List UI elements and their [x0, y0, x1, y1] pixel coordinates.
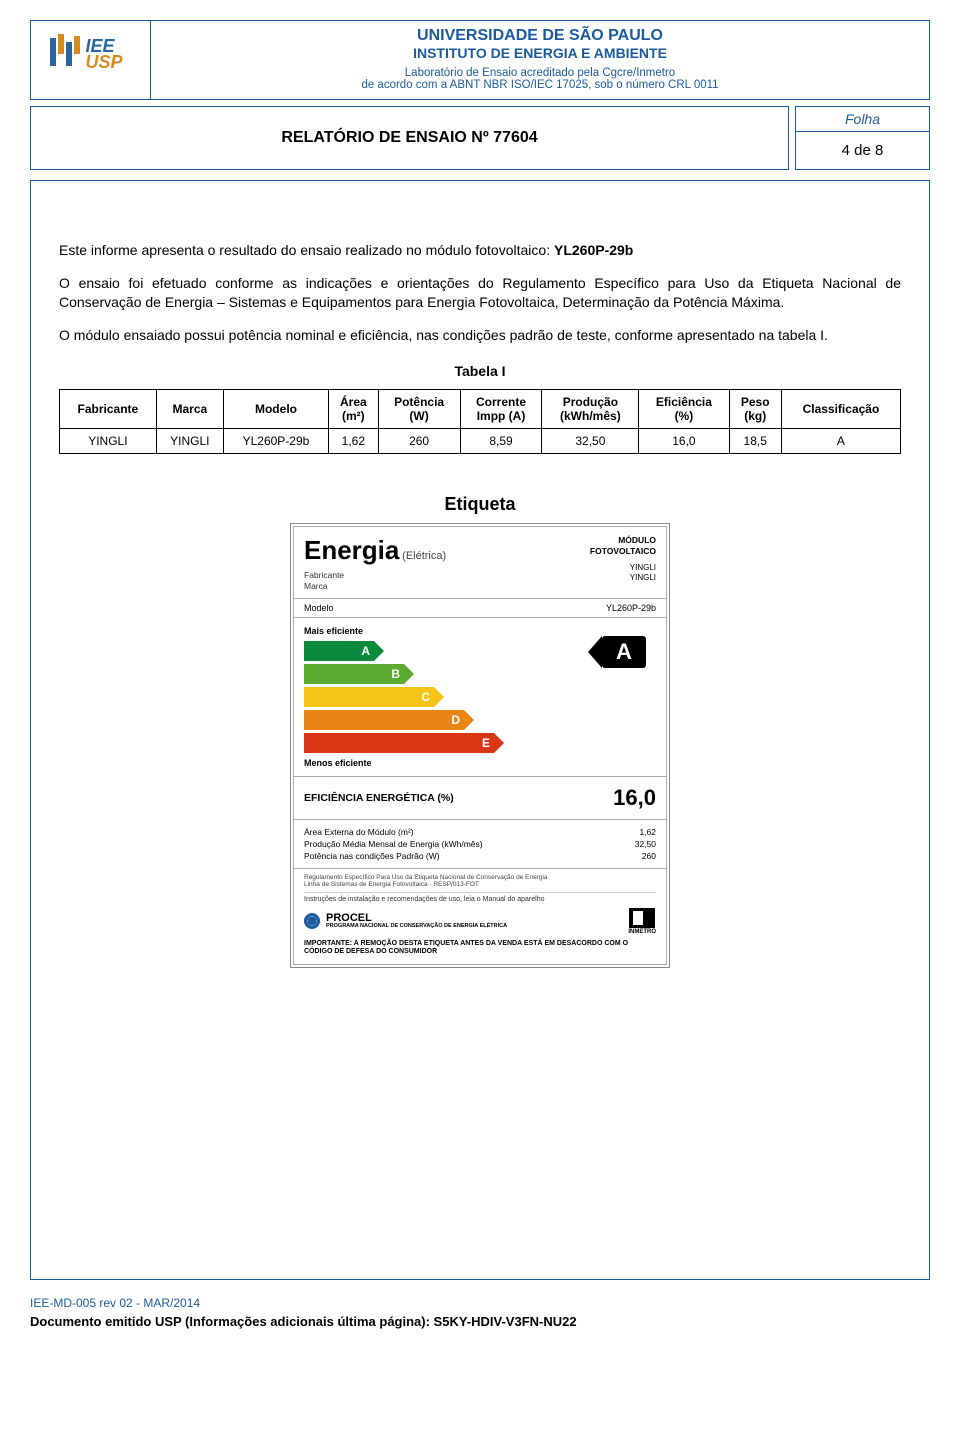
rating-bar-c: C: [304, 687, 434, 707]
etiqueta-heading: Etiqueta: [59, 494, 901, 515]
energy-label: Energia (Elétrica) Fabricante Marca MÓDU…: [290, 523, 670, 968]
cell-marca: YINGLI: [156, 428, 223, 453]
label-fabricante-val: YINGLI: [590, 563, 656, 573]
label-energia: Energia: [304, 535, 399, 565]
institute-name: INSTITUTO DE ENERGIA E AMBIENTE: [159, 45, 921, 61]
cell-classificacao: A: [781, 428, 900, 453]
results-table: Fabricante Marca Modelo Área(m²) Potênci…: [59, 389, 901, 454]
intro-text: Este informe apresenta o resultado do en…: [59, 242, 554, 258]
rating-badge: A: [602, 636, 646, 668]
logo-cell: IEE USP: [31, 21, 151, 99]
label-mais-eficiente: Mais eficiente: [304, 626, 656, 636]
procel-icon: [304, 913, 320, 929]
rating-bar-b: B: [304, 664, 404, 684]
spec-prod-k: Produção Média Mensal de Energia (kWh/mê…: [304, 839, 483, 849]
col-fabricante: Fabricante: [60, 389, 157, 428]
spec-pot-v: 260: [642, 851, 656, 861]
reg-line1: Regulamento Específico Para Uso da Etiqu…: [304, 874, 656, 882]
folha-label: Folha: [796, 107, 929, 132]
reg-line2: Linha de Sistemas de Energia Fotovoltaic…: [304, 881, 656, 889]
folha-value: 4 de 8: [796, 132, 929, 169]
label-fotovoltaico: FOTOVOLTAICO: [590, 546, 656, 557]
iee-usp-logo: IEE USP: [46, 30, 136, 90]
label-modelo-lbl: Modelo: [304, 603, 334, 613]
col-area: Área(m²): [329, 389, 379, 428]
warning-text: IMPORTANTE: A REMOÇÃO DESTA ETIQUETA ANT…: [304, 940, 656, 956]
cell-potencia: 260: [378, 428, 460, 453]
cell-eficiencia: 16,0: [639, 428, 729, 453]
cell-peso: 18,5: [729, 428, 781, 453]
spec-area-k: Área Externa do Módulo (m²): [304, 827, 414, 837]
letterhead-text: UNIVERSIDADE DE SÃO PAULO INSTITUTO DE E…: [151, 21, 929, 99]
inmetro-label: INMETRO: [628, 929, 656, 935]
label-fabricante-lbl: Fabricante: [304, 570, 344, 580]
label-marca-lbl: Marca: [304, 581, 328, 591]
table-row: YINGLI YINGLI YL260P-29b 1,62 260 8,59 3…: [60, 428, 901, 453]
label-modelo-val: YL260P-29b: [606, 603, 656, 613]
report-title: RELATÓRIO DE ENSAIO Nº 77604: [30, 106, 789, 170]
col-marca: Marca: [156, 389, 223, 428]
table-header-row: Fabricante Marca Modelo Área(m²) Potênci…: [60, 389, 901, 428]
rating-bar-d: D: [304, 710, 464, 730]
label-marca-val: YINGLI: [590, 573, 656, 583]
intro-paragraph: Este informe apresenta o resultado do en…: [59, 241, 901, 260]
col-corrente: CorrenteImpp (A): [460, 389, 542, 428]
label-specs: Área Externa do Módulo (m²) 1,62 Produção…: [294, 820, 666, 869]
cell-area: 1,62: [329, 428, 379, 453]
inmetro-block: INMETRO: [628, 908, 656, 935]
cell-producao: 32,50: [542, 428, 639, 453]
cell-corrente: 8,59: [460, 428, 542, 453]
rating-bar-a: A: [304, 641, 374, 661]
instructions-text: Instruções de instalação e recomendações…: [304, 896, 656, 904]
spec-pot-k: Potência nas condições Padrão (W): [304, 851, 440, 861]
cell-modelo: YL260P-29b: [223, 428, 328, 453]
content-frame: Este informe apresenta o resultado do en…: [30, 180, 930, 1280]
model-bold: YL260P-29b: [554, 242, 633, 258]
col-peso: Peso(kg): [729, 389, 781, 428]
efficiency-value: 16,0: [613, 785, 656, 811]
col-eficiencia: Eficiência(%): [639, 389, 729, 428]
table-title: Tabela I: [59, 363, 901, 379]
inmetro-icon: [629, 908, 655, 928]
logo-text-usp: USP: [86, 52, 123, 72]
col-modelo: Modelo: [223, 389, 328, 428]
label-modulo: MÓDULO: [590, 535, 656, 546]
regulation-paragraph: O ensaio foi efetuado conforme as indica…: [59, 274, 901, 312]
page-number-box: Folha 4 de 8: [795, 106, 930, 170]
accreditation-line2: de acordo com a ABNT NBR ISO/IEC 17025, …: [159, 79, 921, 91]
col-potencia: Potência(W): [378, 389, 460, 428]
efficiency-label: EFICIÊNCIA ENERGÉTICA (%): [304, 792, 454, 804]
procel-sublabel: PROGRAMA NACIONAL DE CONSERVAÇÃO DE ENER…: [326, 924, 507, 930]
spec-area-v: 1,62: [639, 827, 656, 837]
page-footer: IEE-MD-005 rev 02 - MAR/2014 Documento e…: [0, 1290, 960, 1341]
footer-revision: IEE-MD-005 rev 02 - MAR/2014: [30, 1296, 930, 1310]
label-eletrica: (Elétrica): [402, 550, 446, 562]
accreditation-line1: Laboratório de Ensaio acreditado pela Cg…: [159, 67, 921, 79]
footer-document-id: Documento emitido USP (Informações adici…: [30, 1314, 930, 1329]
university-name: UNIVERSIDADE DE SÃO PAULO: [159, 27, 921, 45]
col-classificacao: Classificação: [781, 389, 900, 428]
letterhead: IEE USP UNIVERSIDADE DE SÃO PAULO INSTIT…: [30, 20, 930, 100]
cell-fabricante: YINGLI: [60, 428, 157, 453]
table-ref-paragraph: O módulo ensaiado possui potência nomina…: [59, 326, 901, 345]
label-menos-eficiente: Menos eficiente: [304, 758, 656, 768]
col-producao: Produção(kWh/mês): [542, 389, 639, 428]
spec-prod-v: 32,50: [635, 839, 656, 849]
rating-bar-e: E: [304, 733, 494, 753]
